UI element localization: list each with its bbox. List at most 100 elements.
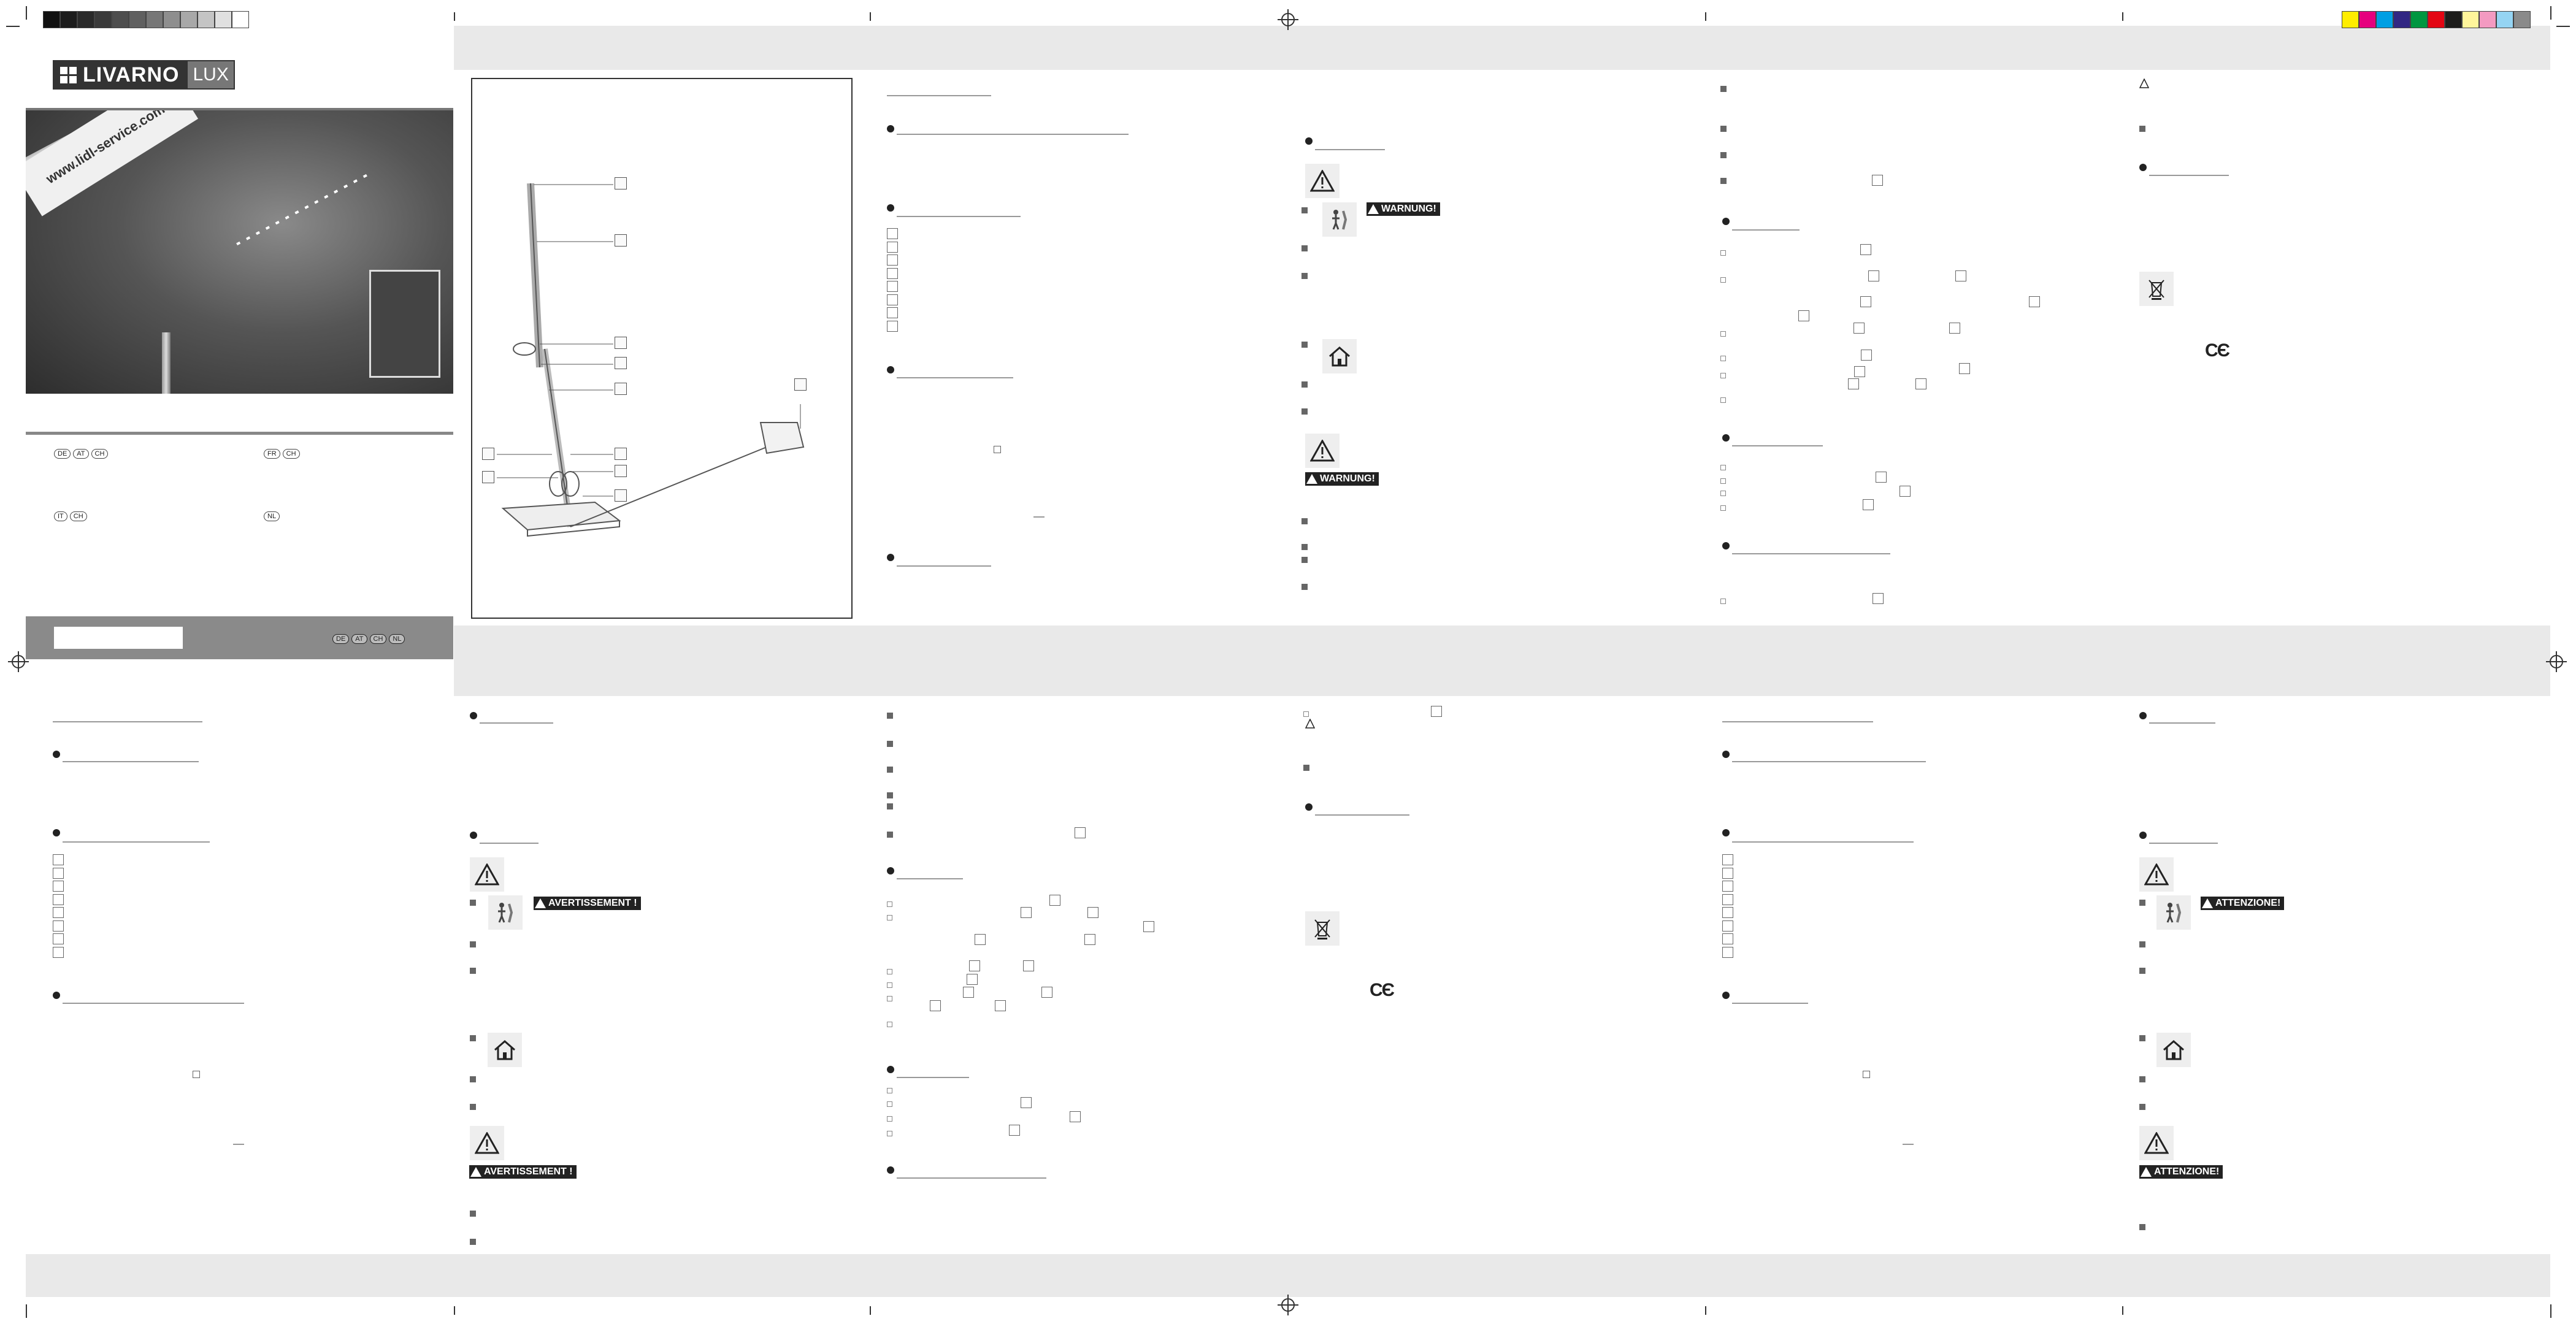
- section-rule: [897, 216, 1021, 217]
- callout-box: [1084, 934, 1095, 945]
- warning-triangle-icon: [475, 1132, 499, 1154]
- crop-mark: [26, 6, 27, 20]
- callout-box: [1860, 244, 1871, 255]
- registration-mark-right: [2550, 655, 2563, 668]
- warning-triangle-icon: [2144, 863, 2169, 886]
- callout-box: [1087, 907, 1098, 918]
- lang-chip: FR: [264, 449, 280, 459]
- led-dots: [236, 174, 367, 246]
- lang-chip: AT: [73, 449, 89, 459]
- fold-mark: [2122, 1306, 2123, 1315]
- section-rule: [63, 761, 199, 762]
- section-bullet: [887, 554, 894, 561]
- fold-mark: [870, 12, 871, 21]
- section-bullet: [1305, 803, 1313, 811]
- parts-list-box: [887, 281, 898, 292]
- callout-box: [1853, 323, 1865, 334]
- lang-group-de: DE AT CH: [54, 448, 110, 459]
- section-rule: [897, 565, 991, 567]
- section-rule: [887, 95, 991, 96]
- warning-label-it-2: ATTENZIONE!: [2139, 1165, 2223, 1179]
- tech-box: [193, 1071, 200, 1078]
- small-warning-triangle-icon: [1305, 718, 1316, 729]
- warning-triangle-box: [470, 1126, 504, 1160]
- cover-footer-strip: DE AT CH NL: [26, 616, 453, 659]
- parts-list-box: [887, 241, 898, 253]
- lang-chip: DE: [54, 449, 71, 459]
- step-square: [1720, 465, 1726, 470]
- parts-list-box: [53, 907, 64, 918]
- callout-box: [975, 934, 986, 945]
- list-square: [1301, 544, 1308, 550]
- warning-label-de-2: WARNUNG!: [1305, 472, 1379, 486]
- weee-icon-box: [2139, 272, 2174, 306]
- callout-box: [995, 1000, 1006, 1011]
- step-square: [887, 1116, 892, 1122]
- list-square: [470, 1104, 476, 1110]
- lang-chip: IT: [54, 511, 67, 521]
- warning-triangle-icon: [1310, 170, 1335, 192]
- footer-lang-chips: DE AT CH NL: [332, 633, 407, 644]
- list-square: [2139, 900, 2145, 906]
- color-swatch: [2462, 11, 2479, 28]
- cover-photo: www.lidl-service.com: [26, 110, 453, 394]
- section-rule: [1732, 841, 1914, 843]
- crop-mark: [26, 1304, 27, 1318]
- fold-mark: [870, 1306, 871, 1315]
- parts-list-box: [53, 854, 64, 865]
- list-square: [1301, 381, 1308, 388]
- list-square: [470, 1239, 476, 1245]
- callout-box: [967, 974, 978, 985]
- callout-box: [930, 1000, 941, 1011]
- parts-list-box: [1722, 854, 1733, 865]
- list-square: [2139, 1076, 2145, 1082]
- list-square: [1301, 518, 1308, 524]
- callout-box: [1873, 593, 1884, 604]
- warning-mini-icon: [535, 898, 546, 908]
- color-swatch: [2479, 11, 2496, 28]
- crop-mark: [2550, 1304, 2551, 1318]
- section-bullet: [887, 1066, 894, 1073]
- section-rule: [897, 1177, 1046, 1179]
- lang-chip: CH: [282, 449, 300, 459]
- callout-box: [1075, 827, 1086, 838]
- registration-mark-top: [1281, 13, 1295, 26]
- parts-list-box: [887, 320, 898, 332]
- section-rule: [1732, 553, 1890, 554]
- lang-chip: CH: [369, 634, 387, 644]
- section-rule: [897, 878, 963, 879]
- list-square: [1301, 207, 1308, 213]
- callout-box: [1915, 378, 1926, 389]
- lang-group-nl: NL: [264, 510, 282, 521]
- lang-group-fr: FR CH: [264, 448, 302, 459]
- callout-box: [482, 448, 494, 460]
- step-square: [887, 1022, 892, 1027]
- lang-chip: CH: [69, 511, 87, 521]
- list-square: [1303, 765, 1309, 771]
- lang-chip: NL: [389, 634, 405, 644]
- small-warning-icon: [1305, 718, 1316, 729]
- step-square: [1720, 373, 1726, 378]
- lang-chip: DE: [332, 634, 350, 644]
- section-bullet: [53, 751, 60, 758]
- callout-box: [615, 465, 627, 477]
- gray-swatch: [215, 11, 232, 28]
- step-square: [1720, 491, 1726, 496]
- parts-list-box: [1722, 881, 1733, 892]
- section-bullet: [1722, 992, 1730, 999]
- callout-box: [2029, 296, 2040, 307]
- parts-list-box: [887, 307, 898, 318]
- step-square: [1720, 250, 1726, 256]
- lamp-thumbnail: [369, 270, 440, 378]
- parts-list-box: [1722, 920, 1733, 932]
- callout-box: [794, 378, 807, 391]
- list-square: [887, 767, 893, 773]
- gray-swatch: [129, 11, 146, 28]
- list-square: [470, 941, 476, 947]
- list-square: [1301, 342, 1308, 348]
- section-rule: [1732, 761, 1926, 762]
- section-bullet: [887, 366, 894, 373]
- callout-box: [1023, 960, 1034, 971]
- list-square: [2139, 968, 2145, 974]
- callout-box: [1868, 270, 1879, 281]
